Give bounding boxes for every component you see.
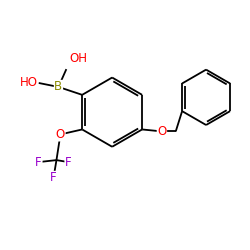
Text: O: O: [56, 128, 65, 141]
Text: B: B: [54, 80, 62, 94]
Text: F: F: [50, 172, 57, 184]
Text: HO: HO: [20, 76, 38, 90]
Text: F: F: [65, 156, 72, 168]
Text: OH: OH: [69, 52, 87, 65]
Text: F: F: [35, 156, 42, 168]
Text: O: O: [157, 125, 166, 138]
